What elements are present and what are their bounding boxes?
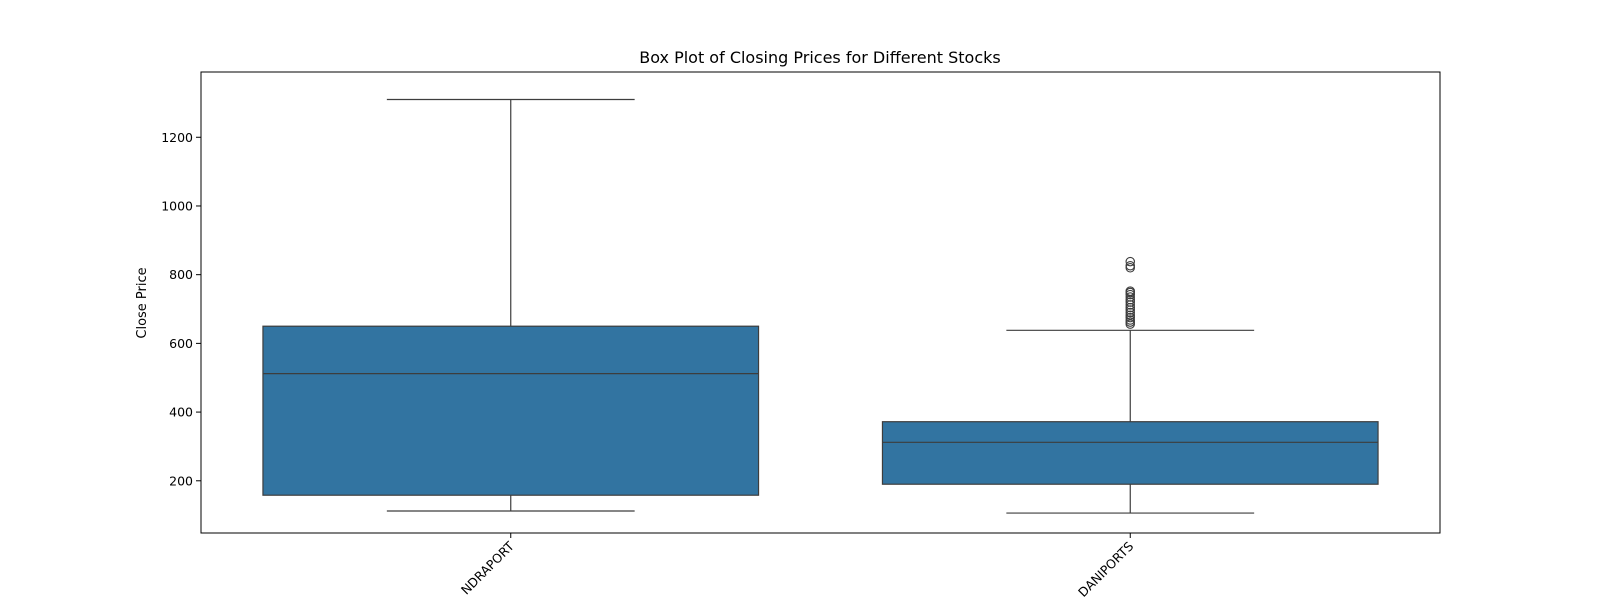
outlier-point bbox=[1125, 307, 1136, 318]
y-axis-label: Close Price bbox=[135, 267, 150, 338]
y-tick-label: 1000 bbox=[161, 198, 193, 213]
outlier-point bbox=[1125, 256, 1136, 267]
box-iqr bbox=[262, 325, 760, 496]
y-tick-label: 800 bbox=[169, 267, 193, 282]
x-tick-label: DANIPORTS bbox=[1075, 538, 1136, 599]
plot-area: 200 400 600 800 1000 1200 NDRAPORT DANIPORTS bbox=[161, 98, 1379, 600]
outlier-point bbox=[1125, 312, 1136, 323]
outlier-point bbox=[1125, 297, 1136, 307]
x-tick-label: NDRAPORT bbox=[458, 538, 517, 597]
outlier-point bbox=[1125, 260, 1136, 271]
outlier-point bbox=[1125, 315, 1136, 325]
y-tick-label: 400 bbox=[169, 405, 193, 420]
outlier-point bbox=[1125, 310, 1136, 320]
y-tick-label: 200 bbox=[169, 473, 193, 488]
outlier-point bbox=[1125, 286, 1136, 296]
chart-title: Box Plot of Closing Prices for Different… bbox=[639, 48, 1001, 67]
plot-frame bbox=[200, 71, 1441, 534]
outlier-point bbox=[1125, 292, 1136, 302]
box-iqr bbox=[881, 421, 1379, 485]
y-tick-label: 600 bbox=[169, 336, 193, 351]
y-tick-label: 1200 bbox=[161, 130, 193, 145]
